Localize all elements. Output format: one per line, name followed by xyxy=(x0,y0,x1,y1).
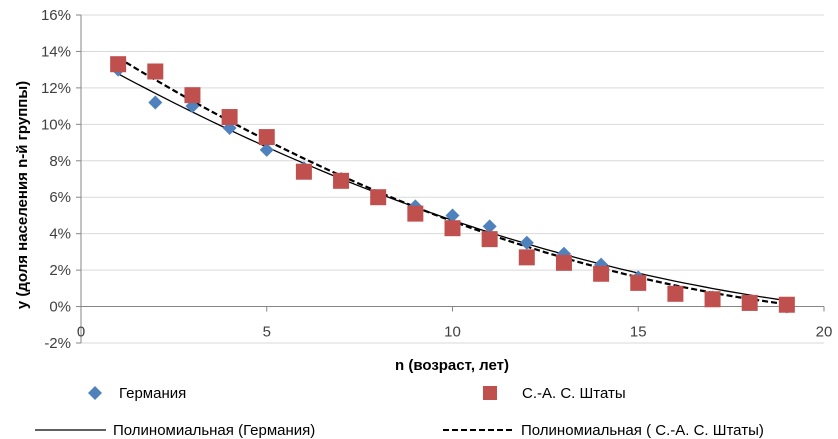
legend: Германия С.-А. С. Штаты Полиномиальная (… xyxy=(35,385,764,439)
point-germany xyxy=(259,142,274,157)
x-tick-label: 15 xyxy=(630,324,647,341)
legend-item-trend-germany: Полиномиальная (Германия) xyxy=(35,422,315,439)
y-tick-label: 4% xyxy=(49,226,71,243)
point-usa xyxy=(518,249,535,266)
point-usa xyxy=(481,231,498,248)
x-tick-labels: 0 5 10 15 20 xyxy=(77,324,833,341)
point-germany xyxy=(148,95,163,110)
point-usa xyxy=(444,220,461,237)
y-tick-label: -2% xyxy=(44,335,71,352)
point-usa xyxy=(295,163,312,180)
y-tick-label: 6% xyxy=(49,189,71,206)
x-tick-label: 20 xyxy=(816,324,833,341)
legend-square-marker xyxy=(483,386,497,400)
legend-label-usa: С.-А. С. Штаты xyxy=(522,385,626,402)
point-usa xyxy=(184,87,201,104)
legend-label-trend-germany: Полиномиальная (Германия) xyxy=(113,422,315,439)
axes xyxy=(76,14,825,344)
point-usa xyxy=(667,285,684,302)
y-tick-label: 2% xyxy=(49,262,71,279)
point-usa xyxy=(110,56,127,73)
trendlines xyxy=(117,56,788,306)
legend-label-trend-usa: Полиномиальная ( С.-А. С. Штаты) xyxy=(521,422,764,439)
point-usa xyxy=(630,274,647,291)
point-usa xyxy=(407,205,424,222)
y-tick-label: 16% xyxy=(41,7,71,24)
point-usa xyxy=(778,296,795,313)
legend-item-germany: Германия xyxy=(88,385,186,402)
point-usa xyxy=(333,172,350,189)
point-usa xyxy=(555,254,572,271)
data-points xyxy=(110,56,795,314)
point-usa xyxy=(147,63,164,80)
x-axis-title: n (возраст, лет) xyxy=(395,357,509,374)
point-usa xyxy=(704,291,721,308)
point-germany xyxy=(482,219,497,234)
trendline-germany xyxy=(117,73,787,302)
y-tick-label: 14% xyxy=(41,43,71,60)
point-germany xyxy=(556,246,571,261)
point-usa xyxy=(741,294,758,311)
legend-label-germany: Германия xyxy=(119,385,186,402)
point-usa xyxy=(593,265,610,282)
x-tick-label: 0 xyxy=(77,324,85,341)
legend-diamond-marker xyxy=(88,386,102,400)
y-tick-labels: -2% 0% 2% 4% 6% 8% 10% 12% 14% 16% xyxy=(41,7,71,352)
y-tick-label: 10% xyxy=(41,116,71,133)
y-axis-title: y (доля населения n-й группы) xyxy=(14,81,31,309)
x-tick-label: 5 xyxy=(263,324,271,341)
legend-item-trend-usa: Полиномиальная ( С.-А. С. Штаты) xyxy=(443,422,764,439)
point-usa xyxy=(370,189,387,206)
trendline-usa xyxy=(117,56,788,306)
y-tick-label: 8% xyxy=(49,153,71,170)
point-usa xyxy=(221,109,238,126)
y-tick-label: 0% xyxy=(49,299,71,316)
x-tick-label: 10 xyxy=(444,324,461,341)
y-tick-label: 12% xyxy=(41,80,71,97)
legend-item-usa: С.-А. С. Штаты xyxy=(483,385,626,402)
point-usa xyxy=(258,129,275,146)
point-germany xyxy=(445,208,460,223)
point-germany xyxy=(519,235,534,250)
